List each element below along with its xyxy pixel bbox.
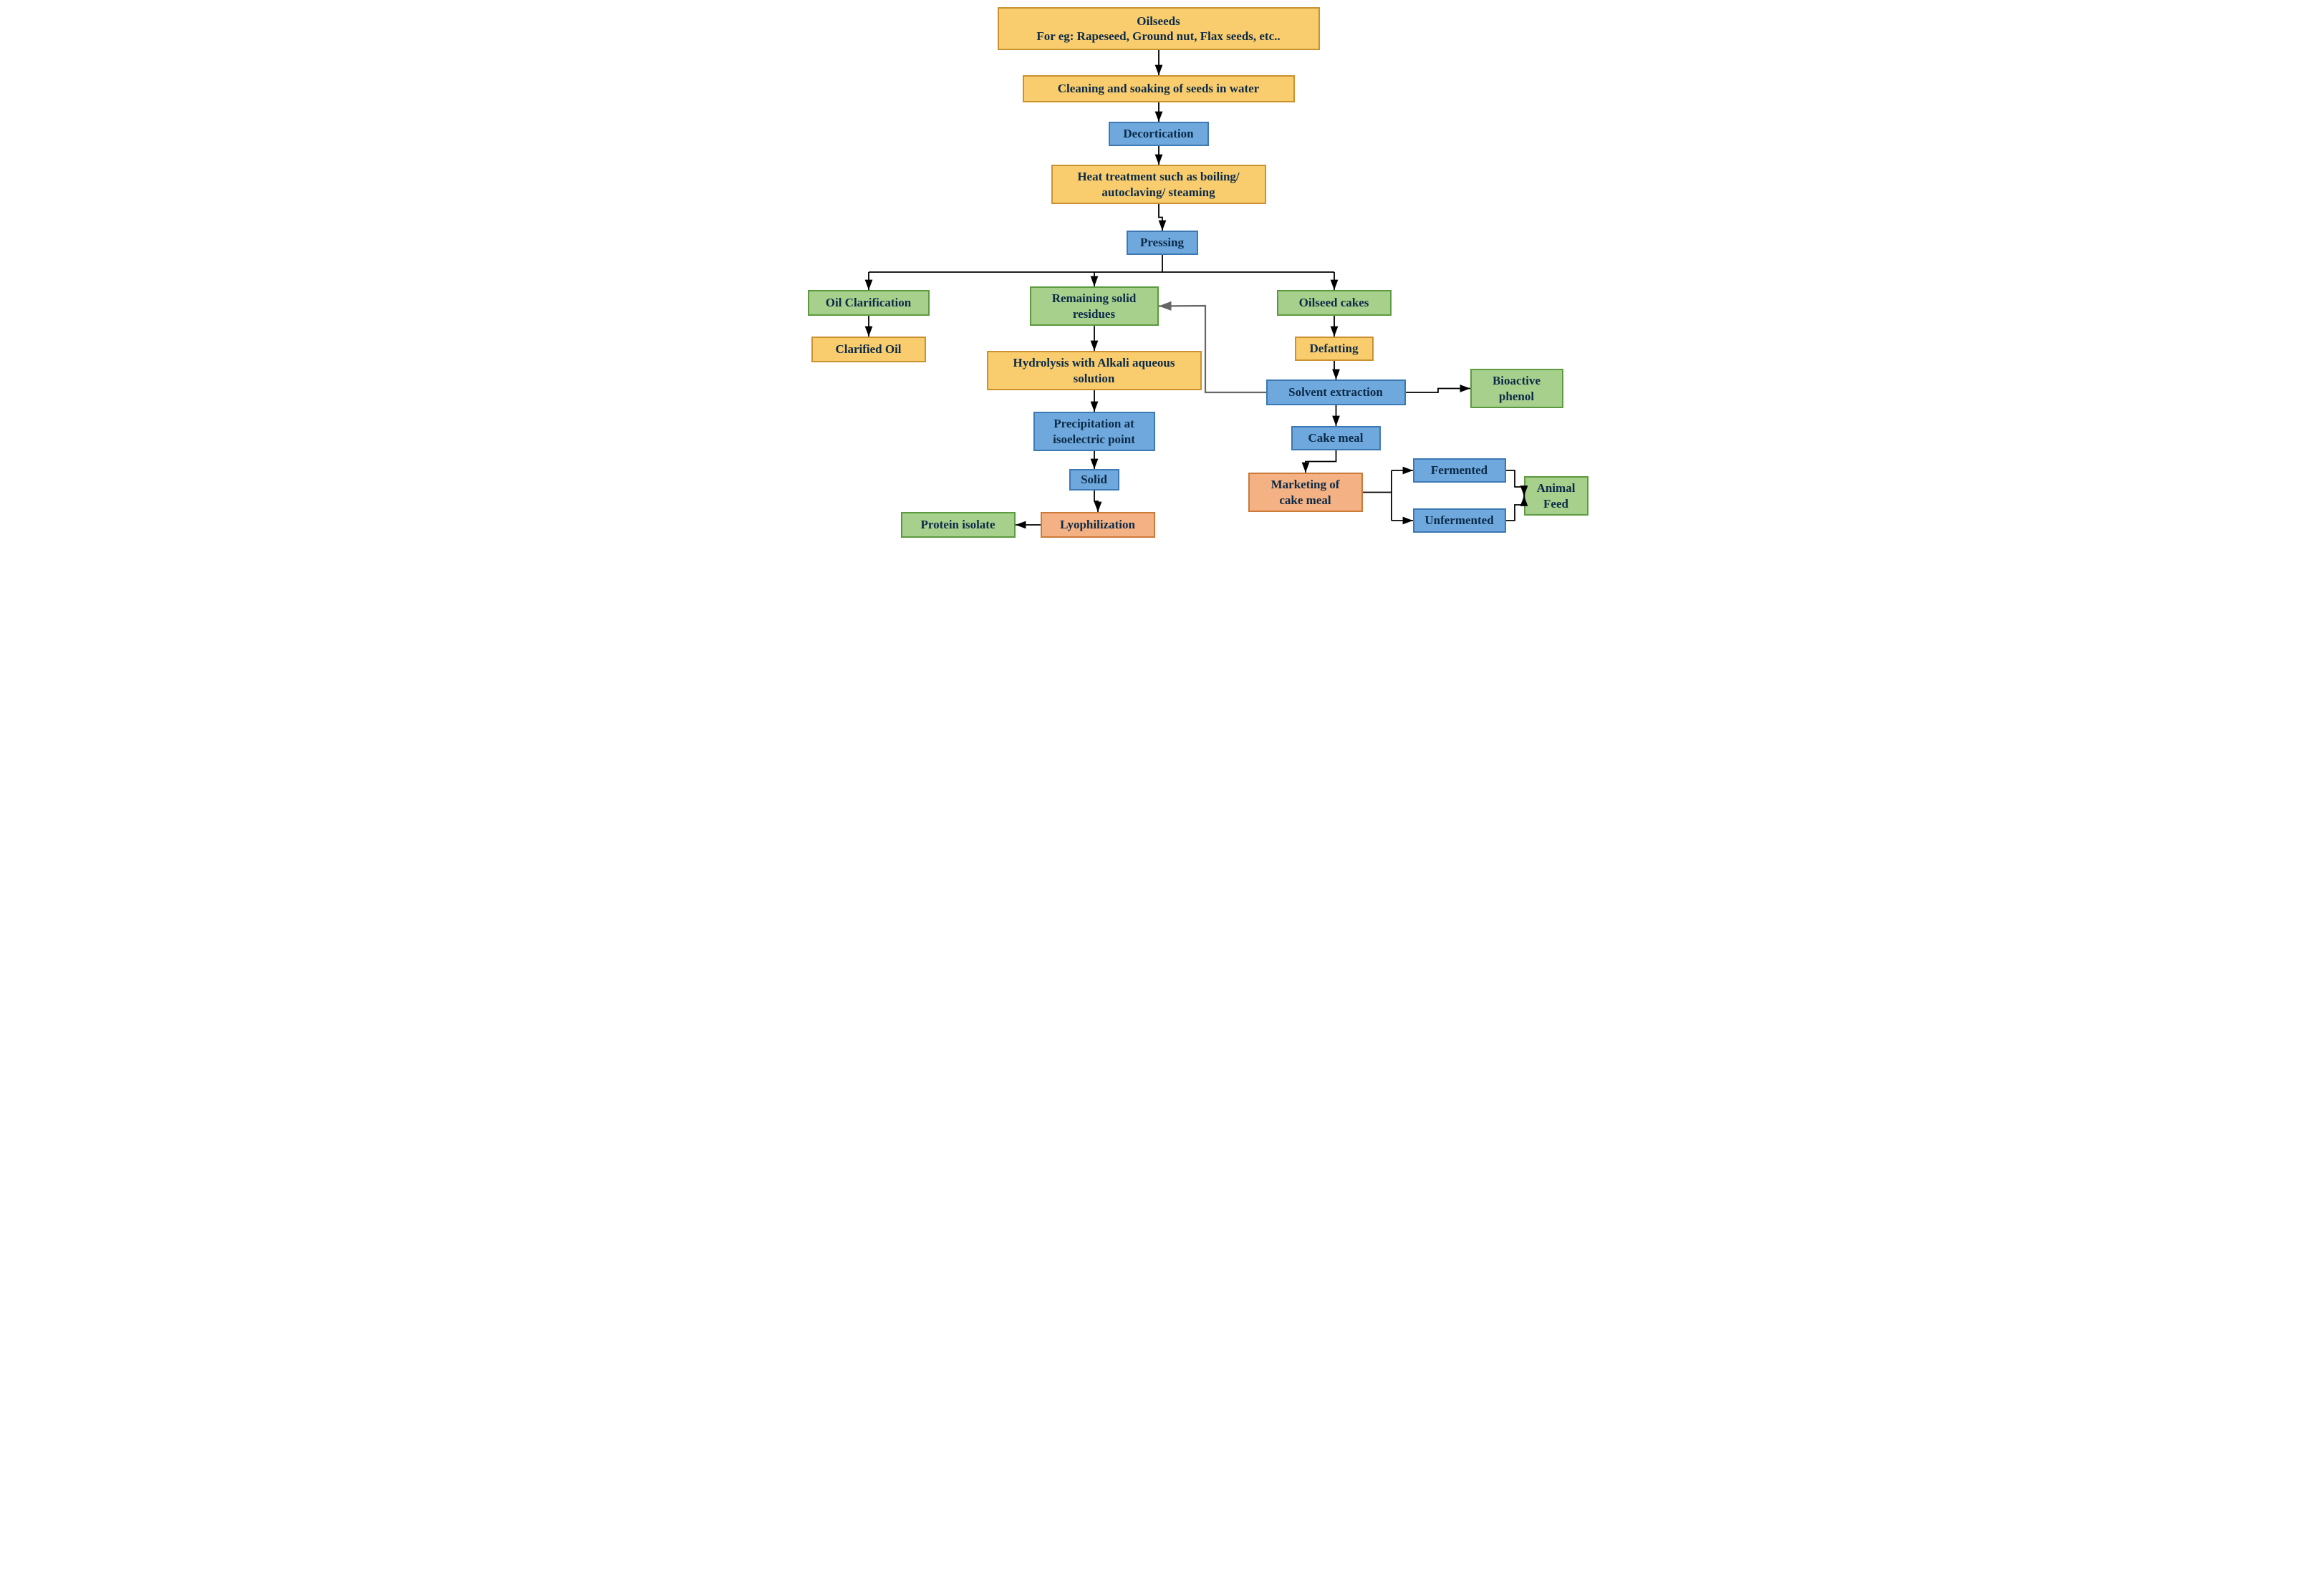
node-protein: Protein isolate <box>901 512 1016 538</box>
edge-unfermented-to-animalfeed <box>1506 496 1524 521</box>
node-precip: Precipitation at isoelectric point <box>1033 412 1155 451</box>
node-hydrolysis: Hydrolysis with Alkali aqueous solution <box>987 351 1202 390</box>
edge-solid-to-lyoph <box>1094 490 1098 512</box>
edge-heat-to-pressing <box>1159 204 1162 231</box>
node-claroil: Clarified Oil <box>811 337 926 362</box>
node-pressing: Pressing <box>1127 231 1198 255</box>
node-marketing: Marketing of cake meal <box>1248 473 1363 512</box>
node-decort: Decortication <box>1109 122 1209 146</box>
edge-cakemeal-to-marketing <box>1306 450 1336 473</box>
node-cakemeal: Cake meal <box>1291 426 1381 450</box>
node-unfermented: Unfermented <box>1413 508 1506 533</box>
node-residues: Remaining solid residues <box>1030 286 1159 326</box>
node-bioactive: Bioactive phenol <box>1470 369 1563 408</box>
node-cakes: Oilseed cakes <box>1277 290 1392 316</box>
edge-defat-to-solvext <box>1334 361 1336 380</box>
edge-solvext-to-bioactive <box>1406 389 1470 393</box>
node-solvext: Solvent extraction <box>1266 380 1406 405</box>
node-oilseeds: Oilseeds For eg: Rapeseed, Ground nut, F… <box>998 7 1320 50</box>
edge-fermented-to-animalfeed <box>1506 470 1524 496</box>
node-fermented: Fermented <box>1413 458 1506 483</box>
node-cleaning: Cleaning and soaking of seeds in water <box>1023 75 1295 102</box>
node-oilclar: Oil Clarification <box>808 290 930 316</box>
node-heat: Heat treatment such as boiling/ autoclav… <box>1051 165 1266 204</box>
node-defat: Defatting <box>1295 337 1374 361</box>
node-solid: Solid <box>1069 469 1119 490</box>
flowchart-canvas: Oilseeds For eg: Rapeseed, Ground nut, F… <box>733 0 1592 587</box>
node-lyoph: Lyophilization <box>1041 512 1155 538</box>
node-animalfeed: Animal Feed <box>1524 476 1588 516</box>
